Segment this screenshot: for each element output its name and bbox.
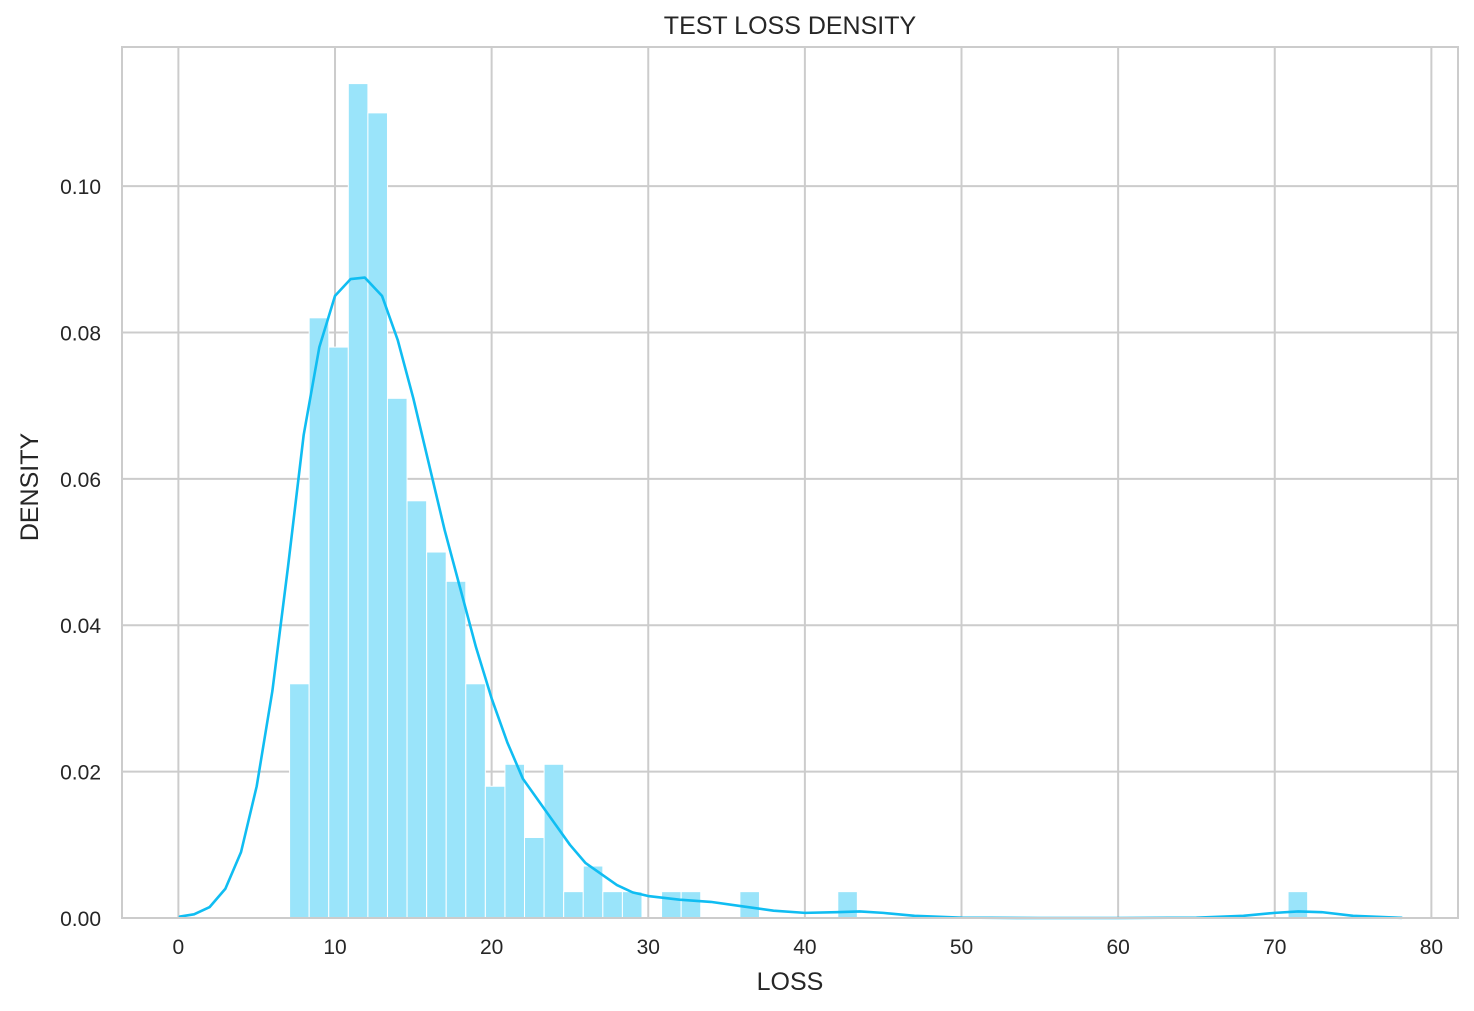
x-axis-title: LOSS (757, 968, 824, 996)
histogram-bar (680, 891, 702, 919)
histogram-bar (347, 83, 369, 919)
histogram-bar (543, 763, 565, 919)
histogram-bar (602, 891, 623, 919)
histogram-bar (621, 891, 643, 919)
histogram-bar (465, 683, 486, 919)
x-tick-label: 10 (323, 936, 346, 959)
y-tick-label: 0.06 (60, 469, 101, 492)
histogram-bar (386, 397, 408, 919)
x-tick-label: 80 (1420, 936, 1443, 959)
histogram-bar (406, 500, 428, 919)
histogram-bar (1287, 891, 1309, 919)
x-tick-label: 20 (480, 936, 503, 959)
histogram-bar (484, 785, 506, 919)
x-tick-label: 70 (1263, 936, 1286, 959)
y-tick-label: 0.02 (60, 762, 101, 785)
x-tick-label: 30 (637, 936, 660, 959)
histogram-bar (426, 551, 447, 919)
histogram-bar (289, 683, 310, 919)
x-tick-label: 60 (1106, 936, 1129, 959)
chart-title: TEST LOSS DENSITY (664, 12, 917, 40)
y-tick-label: 0.04 (60, 615, 101, 638)
histogram-bar (504, 763, 526, 919)
x-tick-label: 0 (173, 936, 185, 959)
histogram-bar (837, 891, 858, 919)
histogram-bar (739, 891, 760, 919)
histogram-bar (445, 580, 467, 919)
x-tick-label: 40 (793, 936, 816, 959)
histogram-bar (367, 112, 388, 919)
y-axis-title: DENSITY (16, 433, 44, 542)
plot-frame (121, 46, 1459, 919)
x-tick-labels: 0 10 20 30 40 50 60 70 80 (173, 936, 1444, 959)
y-tick-label: 0.08 (60, 322, 101, 345)
histogram-bar (328, 346, 349, 919)
histogram-bars (289, 83, 1309, 919)
histogram-bar (563, 891, 584, 919)
y-tick-label: 0.10 (60, 176, 101, 199)
y-tick-label: 0.00 (60, 908, 101, 931)
histogram-bar (524, 836, 545, 919)
histogram-bar (661, 891, 682, 919)
histogram-bar (308, 317, 330, 919)
y-tick-labels: 0.00 0.02 0.04 0.06 0.08 0.10 (60, 176, 101, 931)
x-tick-label: 50 (950, 936, 973, 959)
